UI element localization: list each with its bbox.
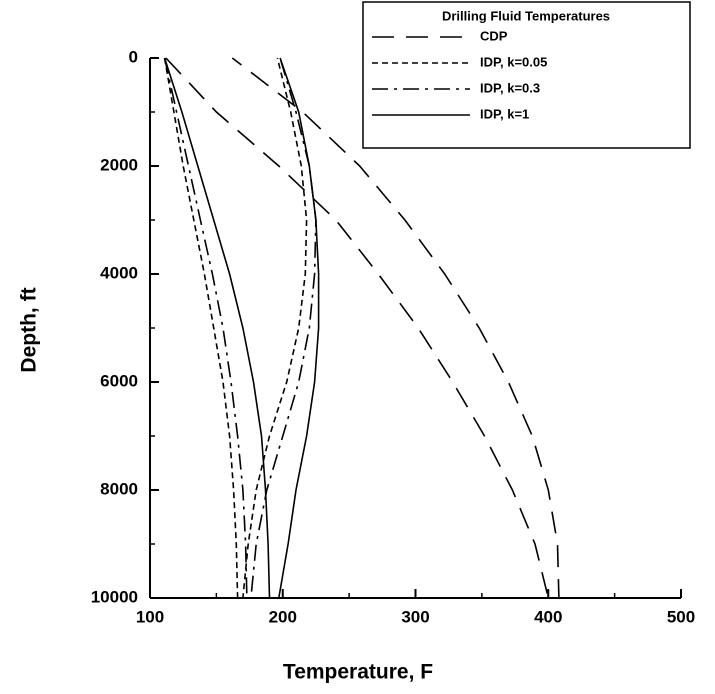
x-tick-label: 300: [401, 607, 429, 626]
legend-label: IDP, k=0.05: [480, 54, 547, 69]
x-tick-label: 400: [534, 607, 562, 626]
x-tick-label: 100: [136, 607, 164, 626]
legend-label: IDP, k=0.3: [480, 80, 540, 95]
legend-title: Drilling Fluid Temperatures: [442, 8, 610, 23]
x-tick-label: 500: [667, 607, 695, 626]
x-tick-label: 200: [269, 607, 297, 626]
legend-box: [362, 1, 691, 149]
x-axis-title: Temperature, F: [283, 661, 433, 684]
legend-label: CDP: [480, 28, 508, 43]
series-line: [165, 57, 560, 599]
y-tick-label: 2000: [100, 155, 138, 174]
y-tick-label: 8000: [100, 479, 138, 498]
y-tick-label: 0: [129, 47, 138, 66]
series-line: [163, 57, 320, 599]
y-tick-label: 4000: [100, 263, 138, 282]
y-tick-label: 10000: [91, 587, 138, 606]
series-line: [163, 57, 308, 599]
series-line: [163, 57, 317, 599]
y-tick-label: 6000: [100, 371, 138, 390]
y-axis-title: Depth, ft: [18, 287, 41, 372]
legend-label: IDP, k=1: [480, 106, 529, 121]
